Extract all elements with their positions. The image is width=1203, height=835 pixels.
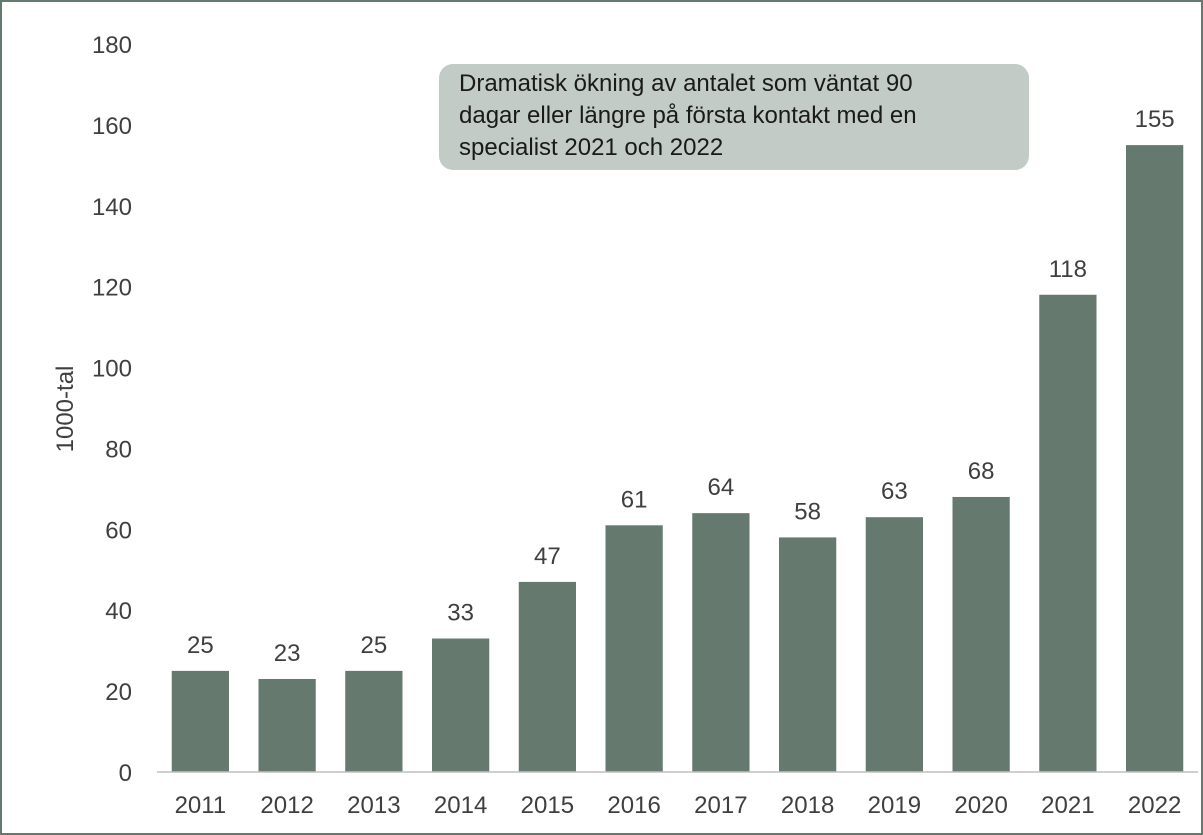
bar-2012 <box>258 678 316 772</box>
annotation-callout: Dramatisk ökning av antalet som väntat 9… <box>439 64 1029 170</box>
data-labels: 25 23 25 33 47 61 64 58 63 68 118 155 <box>187 106 1175 667</box>
bar-2016 <box>605 525 663 772</box>
data-label-2014: 33 <box>447 600 474 627</box>
bars <box>171 145 1184 773</box>
data-label-2018: 58 <box>794 498 821 525</box>
x-tick-label-2017: 2017 <box>694 792 747 819</box>
bar-2014 <box>431 638 490 772</box>
bar-2020 <box>952 496 1010 772</box>
x-axis-ticks: 2011 2012 2013 2014 2015 2016 2017 2018 2019 2020… <box>175 792 1182 819</box>
data-label-2017: 64 <box>708 474 735 501</box>
y-tick-label: 0 <box>119 760 132 787</box>
data-label-2011: 25 <box>187 632 214 659</box>
y-axis-title: 1000-tal <box>52 366 79 453</box>
x-tick-label-2019: 2019 <box>868 792 921 819</box>
y-tick-label: 60 <box>105 517 132 544</box>
data-label-2015: 47 <box>534 543 561 570</box>
y-tick-label: 180 <box>92 32 132 59</box>
y-axis-title-group: 1000-tal <box>52 366 79 453</box>
x-tick-label-2020: 2020 <box>954 792 1007 819</box>
data-label-2020: 68 <box>968 458 995 485</box>
bar-2013 <box>345 670 403 772</box>
x-tick-label-2012: 2012 <box>260 792 313 819</box>
y-tick-label: 140 <box>92 194 132 221</box>
annotation-line-2: dagar eller längre på första kontakt med… <box>459 102 917 129</box>
y-tick-label: 160 <box>92 113 132 140</box>
x-tick-label-2013: 2013 <box>347 792 400 819</box>
x-tick-label-2021: 2021 <box>1041 792 1094 819</box>
data-label-2021: 118 <box>1049 256 1087 283</box>
data-label-2016: 61 <box>621 486 648 513</box>
bar-2018 <box>778 537 837 772</box>
x-tick-label-2011: 2011 <box>175 792 227 819</box>
y-tick-label: 40 <box>105 598 132 625</box>
annotation-line-1: Dramatisk ökning av antalet som väntat 9… <box>459 70 913 97</box>
data-label-2012: 23 <box>274 640 301 667</box>
bar-2015 <box>518 581 577 772</box>
x-tick-label-2016: 2016 <box>607 792 660 819</box>
x-tick-label-2022: 2022 <box>1128 792 1181 819</box>
bar-2017 <box>692 513 750 772</box>
x-tick-label-2014: 2014 <box>434 792 487 819</box>
data-label-2019: 63 <box>881 478 908 505</box>
x-tick-label-2015: 2015 <box>521 792 574 819</box>
data-label-2022: 155 <box>1135 106 1175 133</box>
y-tick-label: 100 <box>92 356 132 383</box>
y-tick-label: 80 <box>105 436 132 463</box>
y-tick-label: 20 <box>105 679 132 706</box>
bar-2019 <box>865 517 924 772</box>
y-axis-ticks: 0 20 40 60 80 100 120 140 160 180 <box>92 32 132 787</box>
bar-2021 <box>1039 294 1097 772</box>
annotation-line-3: specialist 2021 och 2022 <box>459 134 724 161</box>
y-tick-label: 120 <box>92 275 132 302</box>
x-tick-label-2018: 2018 <box>781 792 834 819</box>
bar-2011 <box>171 670 230 772</box>
bar-2022 <box>1125 145 1184 773</box>
data-label-2013: 25 <box>361 632 388 659</box>
